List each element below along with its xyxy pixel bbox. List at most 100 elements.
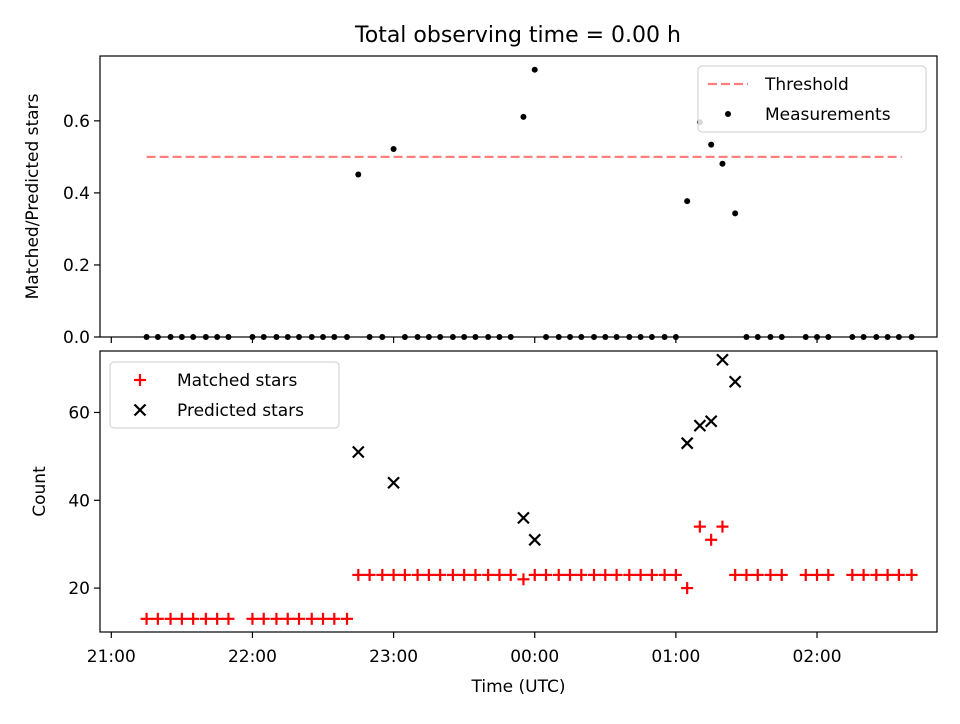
- x-axis-label: Time (UTC): [471, 677, 566, 697]
- predicted-star-point: [728, 375, 742, 389]
- measurement-point: [531, 66, 538, 73]
- matched-star-point: [175, 612, 188, 625]
- figure-title: Total observing time = 0.00 h: [354, 23, 681, 48]
- matched-star-point: [293, 612, 306, 625]
- matched-star-point: [857, 568, 870, 581]
- matched-star-point: [504, 568, 517, 581]
- matched-star-point: [211, 612, 224, 625]
- matched-star-point: [151, 612, 164, 625]
- matched-star-point: [751, 568, 764, 581]
- matched-star-point: [164, 612, 177, 625]
- matched-star-point: [469, 568, 482, 581]
- matched-star-point: [222, 612, 235, 625]
- x-tick-label: 22:00: [228, 647, 277, 667]
- matched-star-point: [305, 612, 318, 625]
- matched-star-point: [363, 568, 376, 581]
- matched-star-point: [681, 582, 694, 595]
- x-tick-label: 00:00: [510, 647, 559, 667]
- top-y-tick-label: 0.6: [63, 112, 90, 132]
- matched-star-point: [892, 568, 905, 581]
- predicted-star-point: [517, 511, 530, 525]
- top-y-tick-label: 0.0: [63, 328, 90, 348]
- matched-star-point: [328, 612, 341, 625]
- matched-star-point: [799, 568, 812, 581]
- bottom-axes-frame: [99, 350, 938, 633]
- bottom-y-tick-label: 40: [68, 491, 90, 511]
- measurement-point: [390, 145, 397, 152]
- predicted-star-point: [528, 533, 542, 547]
- measurement-point: [520, 113, 527, 120]
- x-tick-label: 23:00: [369, 647, 418, 667]
- legend-box: [697, 65, 927, 133]
- matched-star-point: [693, 520, 706, 533]
- matched-star-point: [528, 568, 541, 581]
- matched-star-point: [870, 568, 883, 581]
- predicted-star-point: [680, 436, 694, 450]
- matched-star-point: [669, 568, 682, 581]
- matched-star-point: [729, 568, 742, 581]
- matched-star-point: [552, 568, 565, 581]
- measurement-point: [684, 198, 691, 205]
- matched-star-point: [645, 568, 658, 581]
- matched-star-point: [281, 612, 294, 625]
- matched-star-point: [846, 568, 859, 581]
- matched-star-point: [411, 568, 424, 581]
- matched-star-point: [199, 612, 212, 625]
- predicted-star-point: [352, 445, 365, 459]
- x-tick-label: 01:00: [651, 647, 700, 667]
- measurement-point: [732, 210, 739, 217]
- matched-star-point: [575, 568, 588, 581]
- matched-star-point: [187, 612, 200, 625]
- top-legend: Threshold Measurements: [697, 65, 927, 133]
- matched-star-point: [398, 568, 411, 581]
- matched-star-point: [376, 568, 389, 581]
- x-tick-label: 02:00: [793, 647, 842, 667]
- matched-star-point: [775, 568, 788, 581]
- matched-star-point: [623, 568, 636, 581]
- bottom-panel: 20 40 60 21:00 22:00 23:00 00:00 01:00 02:00 Co…: [30, 350, 938, 697]
- matched-star-point: [634, 568, 647, 581]
- matched-star-point: [317, 612, 330, 625]
- matched-star-point: [905, 568, 918, 581]
- matched-star-point: [599, 568, 612, 581]
- bottom-y-tick-label: 60: [68, 403, 90, 423]
- matched-star-point: [610, 568, 623, 581]
- matched-star-point: [434, 568, 447, 581]
- legend-threshold-label: Threshold: [764, 75, 849, 95]
- matched-star-point: [458, 568, 471, 581]
- legend-measurements-swatch: [725, 111, 731, 117]
- legend-predicted-swatch: [133, 403, 147, 417]
- legend-predicted-label: Predicted stars: [177, 401, 304, 421]
- top-panel: 0.0 0.2 0.4 0.6 Matched/Predicted stars Thr…: [23, 55, 938, 348]
- bottom-legend: Matched stars Predicted stars: [109, 361, 340, 429]
- x-tick-label: 21:00: [87, 647, 136, 667]
- legend-measurements-label: Measurements: [765, 105, 891, 125]
- matched-star-point: [588, 568, 601, 581]
- legend-matched-label: Matched stars: [177, 371, 297, 391]
- matched-star-point: [446, 568, 459, 581]
- matched-star-point: [140, 612, 153, 625]
- matched-star-point: [422, 568, 435, 581]
- matched-star-point: [387, 568, 400, 581]
- predicted-star-point: [716, 353, 729, 367]
- matched-star-point: [705, 533, 718, 546]
- matched-star-point: [740, 568, 753, 581]
- matched-star-point: [493, 568, 506, 581]
- matched-star-point: [564, 568, 577, 581]
- matched-star-point: [658, 568, 671, 581]
- measurement-point: [708, 141, 715, 148]
- predicted-star-point: [704, 414, 718, 428]
- matched-star-point: [482, 568, 495, 581]
- matched-star-point: [822, 568, 835, 581]
- predicted-star-point: [387, 476, 400, 489]
- bottom-y-tick-label: 20: [68, 579, 90, 599]
- legend-matched-swatch: [134, 374, 146, 386]
- top-axes-frame: [99, 55, 938, 338]
- matched-star-point: [352, 568, 365, 581]
- matched-star-point: [764, 568, 777, 581]
- top-y-axis-label: Matched/Predicted stars: [23, 93, 43, 299]
- top-y-tick-label: 0.2: [63, 256, 90, 276]
- predicted-star-point: [693, 419, 707, 432]
- top-y-tick-label: 0.4: [63, 184, 90, 204]
